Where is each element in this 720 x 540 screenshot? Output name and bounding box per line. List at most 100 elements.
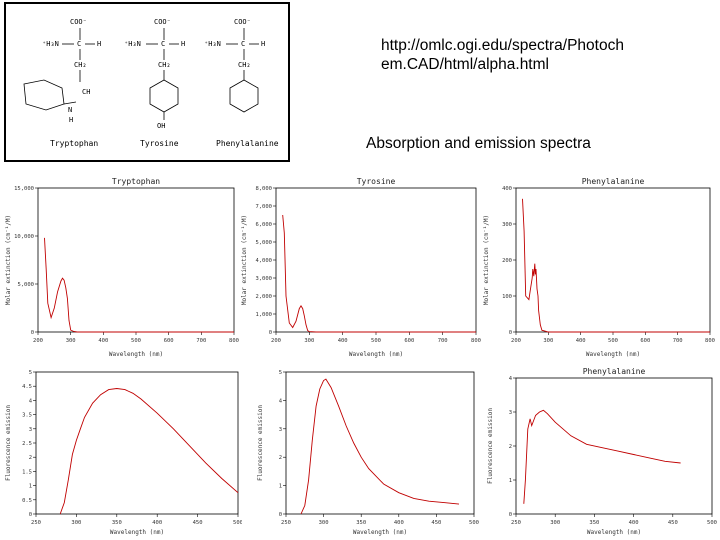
y-tick-label: 0 (279, 512, 282, 518)
plot-frame (515, 187, 711, 333)
trp-coo-label: COO⁻ (70, 18, 87, 26)
x-axis-label: Wavelength (nm) (349, 351, 403, 358)
y-tick-label: 5,000 (17, 282, 34, 288)
x-tick-label: 400 (394, 520, 404, 526)
y-tick-label: 3 (29, 427, 32, 433)
x-tick-label: 300 (66, 338, 76, 344)
x-tick-label: 600 (640, 338, 650, 344)
phe-caption: Phenylalanine (216, 139, 279, 148)
x-tick-label: 700 (196, 338, 206, 344)
y-tick-label: 3,000 (255, 276, 272, 282)
y-tick-label: 400 (502, 186, 512, 192)
y-tick-label: 0 (31, 330, 34, 336)
x-tick-label: 300 (543, 338, 553, 344)
y-tick-label: 100 (502, 294, 512, 300)
x-tick-label: 450 (431, 520, 441, 526)
trp-n-label: N (68, 106, 72, 114)
y-tick-label: 3 (509, 410, 512, 416)
y-tick-label: 1 (29, 484, 32, 490)
chart-tryptophan-emission: 250 300 350 400 450 500 0 0.5 1 1.5 2 2.5 3 3.5 4 4.5 5 W… (5, 370, 242, 536)
chart-tyrosine-emission: 250 300 350 400 450 500 0 1 2 3 4 5 Wavelength (nm) F… (257, 370, 479, 536)
tyr-h-label: H (181, 40, 185, 48)
chart-phenylalanine-emission: Phenylalanine 250 300 350 400 450 500 0 1 2 3 4 Wave… (487, 367, 717, 536)
y-tick-label: 0.5 (22, 498, 32, 504)
y-tick-label: 10,000 (14, 234, 34, 240)
y-tick-label: 0 (509, 330, 512, 336)
x-tick-label: 800 (229, 338, 239, 344)
x-axis-label: Wavelength (nm) (587, 529, 641, 536)
x-tick-label: 800 (705, 338, 715, 344)
source-url-line1[interactable]: http://omlc.ogi.edu/spectra/Photoch (381, 37, 624, 54)
x-tick-label: 500 (371, 338, 381, 344)
x-tick-label: 400 (338, 338, 348, 344)
x-tick-label: 800 (471, 338, 481, 344)
x-tick-label: 350 (112, 520, 122, 526)
y-tick-label: 1 (279, 484, 282, 490)
chart-title: Phenylalanine (582, 177, 645, 186)
tryptophan-structure: COO⁻ ⁺H₃N C H CH₂ CH N H Tryptophan (23, 18, 101, 148)
tyr-caption: Tyrosine (140, 139, 179, 148)
source-url[interactable]: http://omlc.ogi.edu/spectra/Photoch em.C… (381, 36, 711, 74)
x-axis-label: Wavelength (nm) (586, 351, 640, 358)
y-axis-label: Fluorescence emission (257, 405, 264, 481)
x-tick-label: 250 (31, 520, 41, 526)
y-tick-label: 1,000 (255, 312, 272, 318)
phe-c-label: C (241, 40, 245, 48)
y-axis-label: Fluorescence emission (5, 405, 12, 481)
x-tick-label: 700 (438, 338, 448, 344)
phe-coo-label: COO⁻ (234, 18, 251, 26)
phe-nh3-label: ⁺H₃N (204, 40, 221, 48)
x-tick-label: 500 (608, 338, 618, 344)
chart-title: Phenylalanine (583, 367, 646, 376)
trp-ch-label: CH (82, 88, 90, 96)
y-tick-label: 3.5 (22, 413, 32, 419)
x-tick-label: 400 (98, 338, 108, 344)
y-tick-label: 4 (509, 376, 513, 382)
slide-subtitle: Absorption and emission spectra (366, 135, 591, 152)
series-line (44, 237, 234, 333)
source-url-line2[interactable]: em.CAD/html/alpha.html (381, 56, 549, 73)
x-tick-label: 200 (511, 338, 521, 344)
y-tick-label: 2 (29, 455, 32, 461)
x-tick-label: 500 (131, 338, 141, 344)
x-tick-label: 250 (511, 520, 521, 526)
plot-frame (37, 187, 235, 333)
x-axis-label: Wavelength (nm) (109, 351, 163, 358)
trp-nh3-label: ⁺H₃N (42, 40, 59, 48)
x-tick-label: 350 (356, 520, 366, 526)
y-axis-label: Molar extinction (cm⁻¹/M) (483, 215, 490, 305)
y-tick-label: 4 (279, 398, 283, 404)
y-tick-label: 0 (509, 512, 512, 518)
x-tick-label: 600 (404, 338, 414, 344)
x-tick-label: 300 (71, 520, 81, 526)
y-tick-label: 7,000 (255, 204, 272, 210)
tyr-nh3-label: ⁺H₃N (124, 40, 141, 48)
y-tick-label: 1.5 (22, 469, 32, 475)
series-line (59, 388, 239, 515)
x-tick-label: 500 (469, 520, 479, 526)
y-tick-label: 6,000 (255, 222, 272, 228)
x-tick-label: 450 (193, 520, 203, 526)
tyr-c-label: C (161, 40, 165, 48)
x-axis-label: Wavelength (nm) (353, 529, 407, 536)
chart-phenylalanine-absorption: Phenylalanine 200 300 400 500 600 700 800 0 100 20… (483, 177, 715, 358)
y-tick-label: 5 (29, 370, 32, 376)
y-tick-label: 4 (29, 398, 33, 404)
y-tick-label: 1 (509, 478, 512, 484)
y-tick-label: 8,000 (255, 186, 272, 192)
x-tick-label: 450 (668, 520, 678, 526)
y-tick-label: 300 (502, 222, 512, 228)
series-line (282, 214, 476, 333)
y-tick-label: 0 (269, 330, 272, 336)
tyr-coo-label: COO⁻ (154, 18, 171, 26)
x-tick-label: 700 (673, 338, 683, 344)
y-tick-label: 2 (279, 455, 282, 461)
x-axis-label: Wavelength (nm) (110, 529, 164, 536)
amino-acid-structures-panel: COO⁻ ⁺H₃N C H CH₂ CH N H Tryptophan COO⁻… (4, 2, 290, 162)
x-tick-label: 300 (319, 520, 329, 526)
y-tick-label: 0 (29, 512, 32, 518)
tyr-ch2-label: CH₂ (158, 61, 171, 69)
y-tick-label: 15,000 (14, 186, 34, 192)
series-line (522, 198, 710, 333)
y-tick-label: 2 (509, 444, 512, 450)
